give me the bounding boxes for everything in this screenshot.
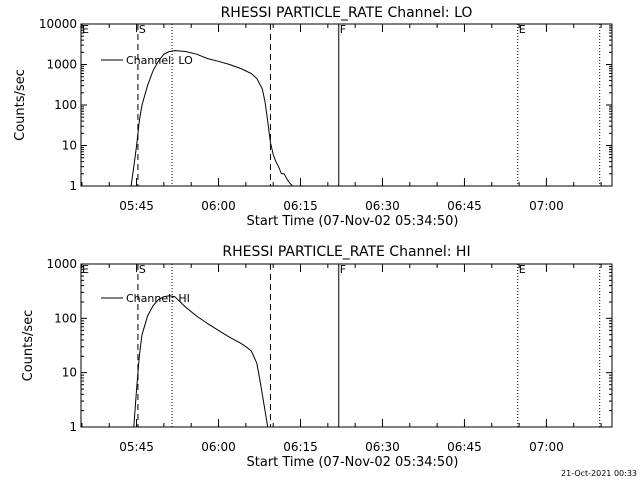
x-axis-label: Start Time (07-Nov-02 05:34:50) [247,455,459,470]
x-tick-label: 06:15 [283,199,318,213]
chart-panel-hi: RHESSI PARTICLE_RATE Channel: HI 1 10 100 10… [21,244,613,470]
event-marker-label: S [139,23,146,36]
event-marker-label: E [82,23,89,36]
event-marker-label: E [519,23,526,36]
series-line [133,295,269,427]
x-tick-label: 07:00 [529,440,564,454]
y-tick-label: 1 [69,420,77,434]
x-tick-label: 06:30 [365,199,400,213]
x-tick-label: 07:00 [529,199,564,213]
plot-frame [80,23,613,187]
y-tick-label: 100 [54,98,77,112]
event-marker-label: S [139,263,146,276]
event-marker-label: F [340,23,346,36]
y-tick-label: 100 [54,311,77,325]
y-tick-label: 1 [69,179,77,193]
x-tick-label: 06:45 [447,440,482,454]
event-marker-label: E [82,263,89,276]
legend-label: Channel: LO [126,54,193,67]
footer-timestamp: 21-Oct-2021 00:33 [561,469,637,478]
x-tick-label: 05:45 [119,440,154,454]
x-tick-label: 06:00 [201,199,236,213]
chart-panel-lo: RHESSI PARTICLE_RATE Channel: LO 1 10 100 10… [13,5,613,229]
legend-label: Channel: HI [126,292,190,305]
event-marker-label: E [519,263,526,276]
x-tick-label: 06:00 [201,440,236,454]
x-axis-label: Start Time (07-Nov-02 05:34:50) [247,214,459,229]
y-tick-label: 10 [62,366,77,380]
chart-title: RHESSI PARTICLE_RATE Channel: HI [222,244,470,260]
plot-frame [80,263,613,428]
x-tick-label: 06:45 [447,199,482,213]
y-tick-label: 10000 [39,17,77,31]
y-tick-label: 10 [62,139,77,153]
series-line [130,50,293,186]
x-tick-label: 06:15 [283,440,318,454]
y-axis-label: Counts/sec [13,69,28,141]
event-marker-label: F [340,263,346,276]
x-tick-label: 05:45 [119,199,154,213]
y-tick-label: 1000 [46,58,77,72]
x-tick-label: 06:30 [365,440,400,454]
y-axis-label: Counts/sec [21,310,36,382]
chart-title: RHESSI PARTICLE_RATE Channel: LO [221,5,473,21]
y-tick-label: 1000 [46,257,77,271]
